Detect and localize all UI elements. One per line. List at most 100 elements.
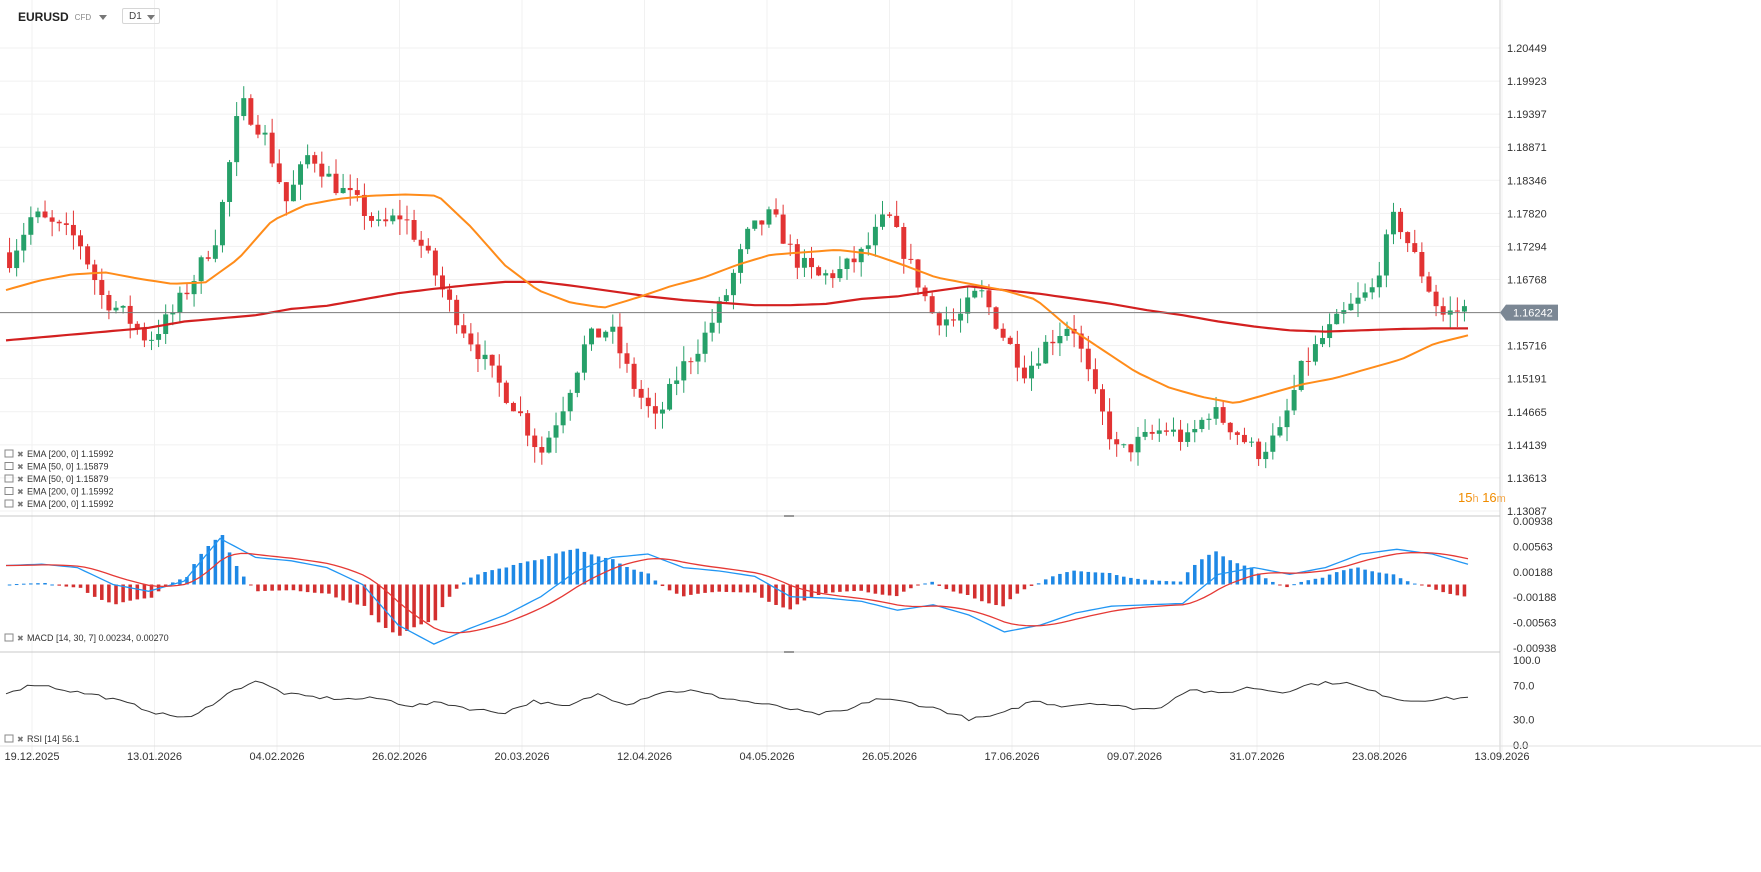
candle-body[interactable]	[723, 295, 729, 302]
candle-body[interactable]	[503, 382, 509, 403]
candle-body[interactable]	[596, 328, 602, 338]
candle-body[interactable]	[560, 411, 566, 426]
candle-body[interactable]	[894, 215, 900, 227]
candle-body[interactable]	[177, 292, 183, 313]
chevron-down-icon[interactable]	[147, 15, 155, 20]
legend-settings-icon[interactable]	[4, 474, 14, 483]
candle-body[interactable]	[645, 397, 651, 407]
candle-body[interactable]	[965, 297, 971, 314]
candle-body[interactable]	[248, 98, 254, 125]
legend-settings-icon[interactable]	[4, 462, 14, 470]
candle-body[interactable]	[1036, 363, 1042, 366]
candle-body[interactable]	[1100, 389, 1105, 412]
candle-body[interactable]	[525, 413, 531, 436]
candle-body[interactable]	[752, 220, 758, 229]
candle-body[interactable]	[652, 406, 658, 414]
candle-body[interactable]	[276, 163, 282, 183]
candle-body[interactable]	[85, 246, 91, 265]
candle-body[interactable]	[801, 257, 807, 268]
candle-body[interactable]	[191, 281, 197, 295]
candle-body[interactable]	[1057, 336, 1063, 344]
candle-body[interactable]	[674, 380, 680, 384]
candle-body[interactable]	[979, 290, 985, 292]
candle-body[interactable]	[1043, 341, 1049, 364]
candle-body[interactable]	[312, 155, 318, 164]
candle-body[interactable]	[461, 325, 467, 334]
candle-body[interactable]	[858, 248, 864, 263]
candle-body[interactable]	[361, 194, 367, 216]
candle-body[interactable]	[1291, 390, 1297, 411]
candle-body[interactable]	[149, 339, 154, 341]
candle-body[interactable]	[1078, 333, 1084, 349]
candle-body[interactable]	[1064, 328, 1070, 337]
candle-body[interactable]	[120, 305, 126, 308]
candle-body[interactable]	[42, 211, 48, 218]
candle-body[interactable]	[1383, 234, 1389, 276]
candle-body[interactable]	[972, 290, 978, 298]
macd-line[interactable]	[5, 537, 1469, 645]
candle-body[interactable]	[489, 354, 495, 366]
candle-body[interactable]	[1213, 407, 1219, 419]
candle-body[interactable]	[383, 219, 389, 222]
candle-body[interactable]	[269, 132, 275, 164]
candle-body[interactable]	[794, 244, 800, 268]
candle-body[interactable]	[70, 224, 76, 236]
candle-body[interactable]	[681, 361, 687, 381]
candle-body[interactable]	[1156, 430, 1162, 434]
candle-body[interactable]	[390, 215, 396, 222]
candle-body[interactable]	[574, 372, 580, 393]
candle-body[interactable]	[1419, 252, 1425, 277]
candle-body[interactable]	[709, 322, 715, 333]
candle-body[interactable]	[333, 173, 339, 194]
candle-body[interactable]	[1014, 343, 1020, 368]
candle-body[interactable]	[134, 323, 140, 329]
candle-body[interactable]	[475, 344, 481, 360]
candle-body[interactable]	[1390, 211, 1396, 235]
candle-body[interactable]	[1227, 422, 1233, 433]
candle-body[interactable]	[667, 383, 673, 410]
symbol-name[interactable]: EURUSD	[18, 10, 69, 24]
candle-body[interactable]	[659, 409, 665, 414]
candle-body[interactable]	[1007, 337, 1013, 344]
candle-body[interactable]	[262, 132, 268, 135]
candle-body[interactable]	[156, 333, 162, 340]
candle-body[interactable]	[929, 296, 935, 314]
candle-body[interactable]	[1320, 338, 1325, 345]
candle-body[interactable]	[837, 269, 843, 279]
ema200-line[interactable]	[5, 280, 1468, 342]
chevron-down-icon[interactable]	[99, 14, 108, 20]
pane-resize-handle[interactable]	[784, 515, 794, 517]
candle-body[interactable]	[298, 164, 304, 185]
candle-body[interactable]	[7, 252, 13, 269]
candle-body[interactable]	[439, 275, 445, 290]
candle-body[interactable]	[1284, 410, 1290, 428]
candle-body[interactable]	[241, 98, 247, 117]
candle-body[interactable]	[986, 290, 992, 308]
candle-body[interactable]	[14, 250, 20, 269]
candle-body[interactable]	[1199, 419, 1205, 429]
rsi-line[interactable]	[5, 680, 1469, 722]
candle-body[interactable]	[1170, 429, 1176, 432]
candle-body[interactable]	[908, 258, 914, 260]
legend-settings-icon[interactable]	[4, 633, 14, 642]
candle-body[interactable]	[603, 331, 609, 338]
candle-body[interactable]	[766, 209, 772, 225]
candle-body[interactable]	[936, 313, 942, 326]
candle-body[interactable]	[716, 301, 722, 323]
candle-body[interactable]	[255, 124, 261, 135]
candle-body[interactable]	[745, 228, 751, 250]
candle-body[interactable]	[695, 353, 701, 362]
macd-signal-line[interactable]	[6, 551, 1469, 634]
candle-body[interactable]	[950, 319, 956, 321]
candle-body[interactable]	[290, 184, 296, 202]
candle-body[interactable]	[1263, 451, 1269, 460]
candle-body[interactable]	[184, 292, 190, 295]
candle-body[interactable]	[773, 209, 779, 215]
candle-body[interactable]	[631, 363, 637, 389]
candle-body[interactable]	[809, 257, 815, 268]
current-price-tag[interactable]	[1500, 304, 1558, 321]
candle-body[interactable]	[1270, 435, 1276, 452]
candle-body[interactable]	[1241, 434, 1247, 443]
